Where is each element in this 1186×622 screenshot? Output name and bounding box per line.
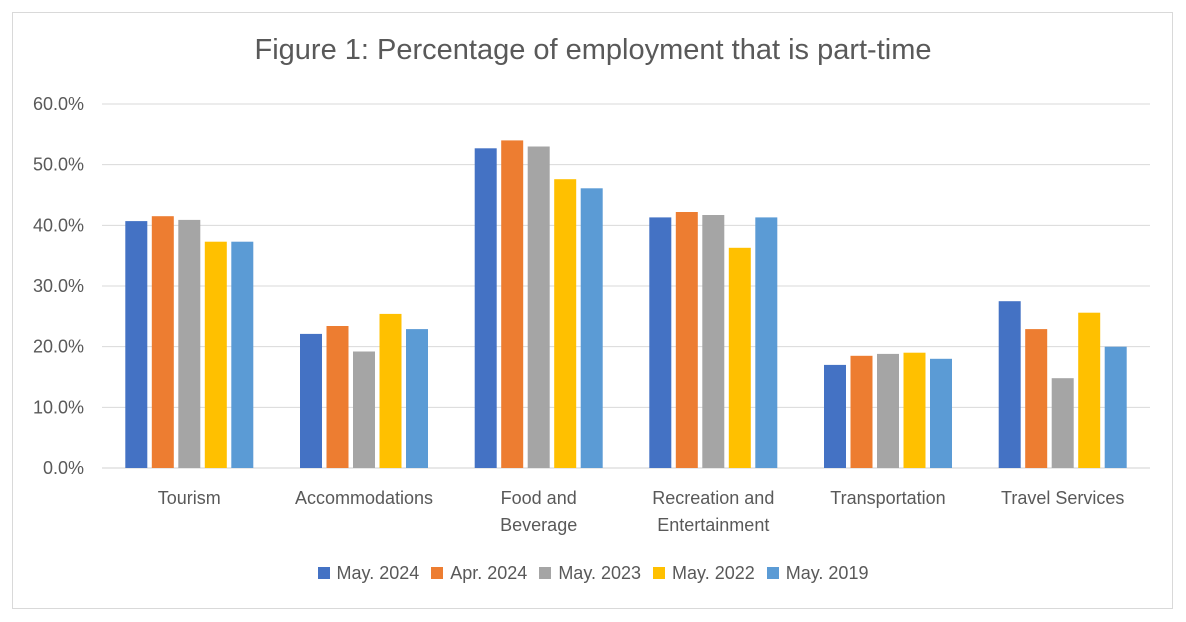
legend-swatch [431,567,444,579]
y-tick-label: 0.0% [43,458,84,478]
bar [474,148,497,469]
legend-swatch [539,567,552,579]
bar [877,353,899,468]
bar [1025,329,1048,468]
legend-item: Apr. 2024 [431,563,527,584]
bar [326,326,349,468]
legend-item: May. 2022 [653,563,755,584]
y-tick-label: 20.0% [33,337,84,357]
bar [527,146,550,468]
bar [824,364,846,468]
bar [151,216,174,468]
chart-legend: May. 2024 Apr. 2024 May. 2023 May. 2022 May.… [0,563,1186,584]
category-label: Tourism [158,488,221,508]
bar [1051,378,1074,468]
legend-item: May. 2024 [317,563,420,584]
bar [998,301,1021,468]
bar [300,333,322,468]
legend-item: May. 2023 [539,563,641,584]
category-label: Accommodations [295,488,433,508]
bar [406,329,428,468]
legend-label: May. 2023 [558,563,642,583]
y-tick-label: 60.0% [33,94,84,114]
bar [379,313,402,468]
bar [649,217,672,468]
bar [178,219,201,468]
category-label: Transportation [830,488,945,508]
bar [755,217,778,468]
bar [554,179,577,468]
bar [930,358,952,468]
category-label: Food and Beverage [500,488,577,535]
bar [204,241,227,468]
bar [1078,312,1101,468]
bar [125,221,148,468]
y-tick-label: 30.0% [33,276,84,296]
bar [231,241,254,468]
bar [580,188,603,469]
category-label: Recreation and Entertainment [652,488,774,535]
bar [353,351,375,468]
legend-swatch [653,567,666,579]
category-label: Travel Services [1001,488,1124,508]
bar [1104,346,1127,468]
legend-label: May. 2024 [336,563,420,583]
bar [675,212,698,468]
bar [903,352,926,468]
y-tick-label: 50.0% [33,155,84,175]
y-tick-label: 10.0% [33,397,84,417]
bar [850,355,873,468]
bar [702,215,725,468]
legend-swatch [317,567,330,579]
bar [728,247,751,468]
legend-label: Apr. 2024 [450,563,528,583]
legend-label: May. 2022 [672,563,755,583]
legend-swatch [766,567,779,579]
legend-item: May. 2019 [766,563,869,584]
y-tick-label: 40.0% [33,215,84,235]
legend-label: May. 2019 [785,563,869,583]
bar [501,140,524,468]
chart-title: Figure 1: Percentage of employment that … [254,34,932,66]
